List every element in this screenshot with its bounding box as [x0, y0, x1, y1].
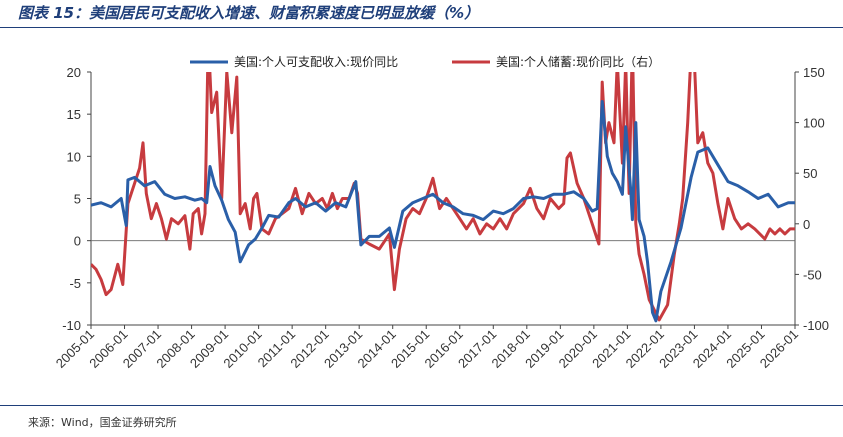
chart-title: 图表 15：美国居民可支配收入增速、财富积累速度已明显放缓（%） — [18, 4, 480, 22]
y-left-tick-label: -10 — [62, 318, 81, 333]
y-right-tick-label: 0 — [803, 217, 810, 232]
y-left-tick-label: 15 — [67, 107, 81, 122]
y-left-tick-label: -5 — [69, 276, 81, 291]
legend-item-disposable-income-label: 美国:个人可支配收入:现价同比 — [234, 55, 398, 69]
y-left-tick-label: 10 — [67, 149, 81, 164]
footer-divider — [0, 405, 843, 406]
series-line-personal-saving — [91, 72, 795, 322]
y-left-tick-label: 0 — [74, 234, 81, 249]
y-right-tick-label: 150 — [803, 65, 825, 80]
y-right-tick-label: 100 — [803, 116, 825, 131]
legend-item-personal-saving-label: 美国:个人储蓄:现价同比（右） — [496, 54, 660, 69]
y-right-tick-label: -100 — [803, 318, 829, 333]
y-left-tick-label: 5 — [74, 192, 81, 207]
series-line-disposable-income — [91, 100, 795, 323]
y-right-tick-label: 50 — [803, 166, 817, 181]
series-lines — [91, 72, 795, 323]
source-note: 来源：Wind，国金证券研究所 — [28, 416, 177, 429]
chart-canvas: 20151050-5-10150100500-50-1002005-012006… — [53, 54, 829, 371]
title-divider — [0, 27, 843, 28]
legend: 美国:个人可支配收入:现价同比 美国:个人储蓄:现价同比（右） — [190, 54, 660, 69]
axes: 20151050-5-10150100500-50-1002005-012006… — [53, 65, 829, 371]
y-left-tick-label: 20 — [67, 65, 81, 80]
y-right-tick-label: -50 — [803, 267, 822, 282]
